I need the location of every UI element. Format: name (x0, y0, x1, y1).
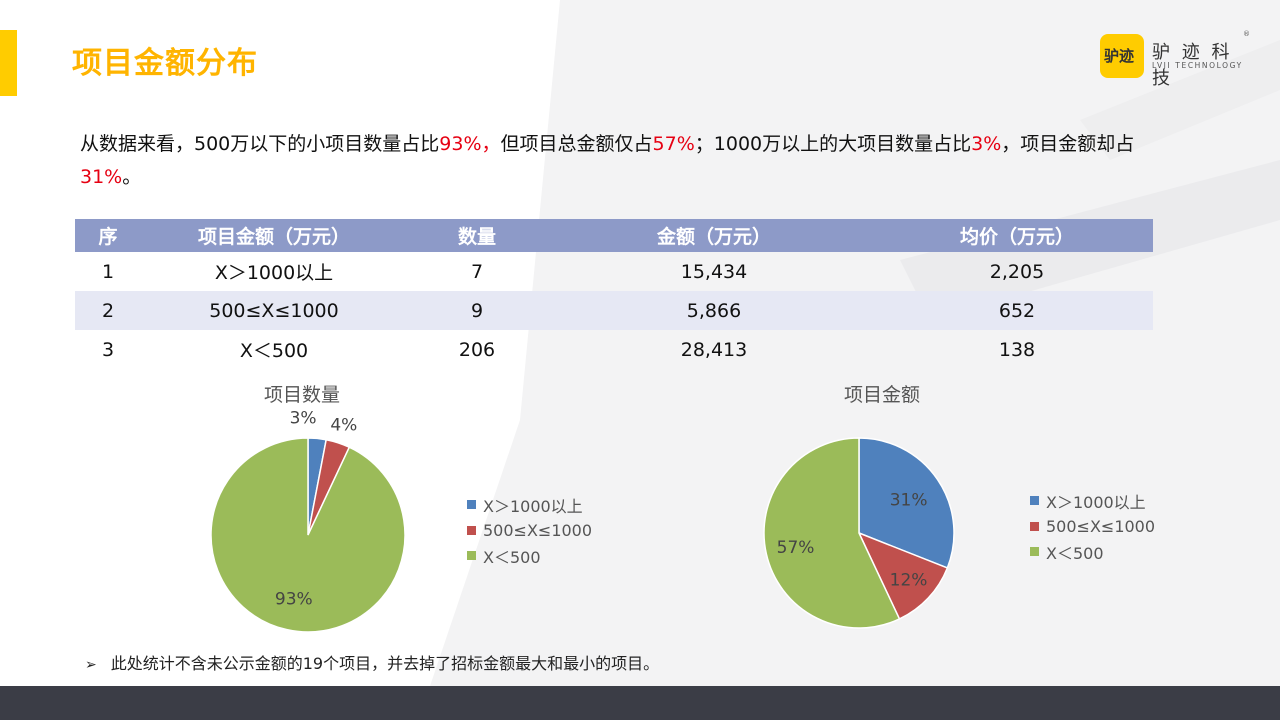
amount-chart-title: 项目金额 (843, 384, 920, 406)
count-chart-title: 项目数量 (263, 384, 340, 406)
table-cell: 206 (458, 338, 496, 361)
arrow-bullet-icon: ➢ (85, 657, 97, 673)
count-pie-chart: 3% 4% 93% (210, 410, 406, 633)
summary-part: 从数据来看，500万以下的小项目数量占比 (80, 133, 440, 155)
registered-mark: ® (1243, 30, 1250, 38)
legend-label: X＜500 (1046, 543, 1104, 563)
pie-data-label: 31% (890, 490, 928, 510)
page-title: 项目金额分布 (72, 46, 258, 81)
legend-label: X＜500 (483, 547, 541, 567)
table-cell: X＞1000以上 (214, 262, 334, 284)
legend-swatch (467, 551, 476, 561)
table-cell: 3 (101, 338, 115, 361)
amount-pie-chart: 31% 12% 57% (763, 437, 955, 629)
pie-data-label: 12% (890, 571, 928, 591)
legend-label: 500≤X≤1000 (1046, 516, 1156, 536)
pie-slice (858, 437, 955, 569)
legend-item: X＞1000以上 (467, 492, 592, 518)
header-index: 序 (75, 219, 141, 252)
table-row: 3 X＜500 206 28,413 138 (75, 330, 1153, 369)
amount-distribution-table: 序 项目金额（万元） 数量 金额（万元） 均价（万元） 1 X＞1000以上 7… (75, 219, 1153, 369)
title-accent-bar (0, 30, 17, 96)
table-cell: 28,413 (680, 338, 748, 361)
footer-band (0, 686, 1280, 720)
table-cell: 652 (881, 291, 1153, 330)
legend-swatch (1030, 547, 1039, 557)
amount-chart-legend: X＞1000以上 500≤X≤1000 X＜500 (1030, 488, 1155, 565)
header-average: 均价（万元） (881, 219, 1153, 252)
header-total-amount: 金额（万元） (547, 219, 881, 252)
legend-item: X＜500 (1030, 539, 1155, 565)
table-cell: 2 (75, 291, 141, 330)
table-row: 1 X＞1000以上 7 15,434 2,205 (75, 252, 1153, 291)
legend-swatch (1030, 521, 1039, 531)
legend-swatch (467, 500, 476, 510)
pie-data-label: 57% (777, 538, 815, 558)
table-cell: 500≤X≤1000 (141, 291, 407, 330)
pie-slice (210, 437, 406, 633)
legend-swatch (1030, 496, 1039, 506)
table-row: 2 500≤X≤1000 9 5,866 652 (75, 291, 1153, 330)
table-cell: 2,205 (989, 260, 1045, 283)
legend-item: X＜500 (467, 543, 592, 569)
table-cell: 1 (101, 260, 115, 283)
legend-label: X＞1000以上 (483, 496, 583, 516)
header-amount-range: 项目金额（万元） (141, 219, 407, 252)
legend-item: 500≤X≤1000 (467, 518, 592, 544)
legend-label: 500≤X≤1000 (483, 520, 593, 540)
pie-data-label: 4% (330, 416, 357, 436)
summary-highlight: 31% (80, 166, 123, 188)
legend-item: 500≤X≤1000 (1030, 514, 1155, 540)
summary-part: ，项目金额却占 (1001, 133, 1135, 155)
company-logo: 驴迹 驴 迹 科 技 LVJI TECHNOLOGY ® (1100, 30, 1250, 89)
table-cell: 138 (998, 338, 1036, 361)
table-header-row: 序 项目金额（万元） 数量 金额（万元） 均价（万元） (75, 219, 1153, 252)
count-chart-legend: X＞1000以上 500≤X≤1000 X＜500 (467, 492, 592, 569)
summary-text: 从数据来看，500万以下的小项目数量占比93%，但项目总金额仅占57%；1000… (80, 128, 1155, 194)
header-count: 数量 (407, 219, 547, 252)
logo-name-cn: 驴 迹 科 技 (1152, 42, 1233, 89)
logo-badge: 驴迹 (1100, 34, 1144, 78)
legend-swatch (467, 525, 476, 535)
summary-part: 但项目总金额仅占 (500, 133, 653, 155)
legend-label: X＞1000以上 (1046, 492, 1146, 512)
pie-slice (857, 531, 949, 620)
summary-part: 。 (122, 166, 142, 188)
summary-highlight: 3% (971, 133, 1002, 155)
footnote-text: 此处统计不含未公示金额的19个项目，并去掉了招标金额最大和最小的项目。 (110, 654, 660, 673)
table-cell: X＜500 (239, 340, 309, 362)
summary-highlight: 93%， (439, 133, 501, 155)
summary-highlight: 57% (652, 133, 695, 155)
table-cell: 9 (407, 291, 547, 330)
logo-badge-text: 驴迹 (1104, 47, 1135, 65)
pie-data-label: 3% (290, 410, 317, 429)
logo-name-en: LVJI TECHNOLOGY (1152, 61, 1243, 70)
legend-item: X＞1000以上 (1030, 488, 1155, 514)
table-cell: 5,866 (547, 291, 881, 330)
footnote: ➢ 此处统计不含未公示金额的19个项目，并去掉了招标金额最大和最小的项目。 (85, 650, 659, 674)
table-cell: 15,434 (680, 260, 748, 283)
pie-data-label: 93% (275, 589, 313, 609)
table-cell: 7 (470, 260, 484, 283)
summary-part: ；1000万以上的大项目数量占比 (694, 133, 972, 155)
pie-slice (763, 437, 901, 629)
